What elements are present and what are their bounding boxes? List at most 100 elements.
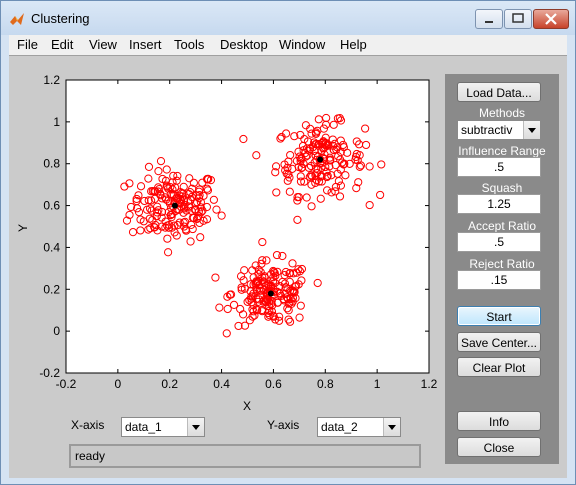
data-point: [253, 306, 262, 315]
close-button[interactable]: Close: [457, 437, 541, 457]
data-point: [354, 140, 364, 149]
data-point: [294, 193, 303, 202]
data-point: [189, 178, 198, 187]
data-point: [145, 204, 155, 213]
accept-ratio-field[interactable]: .5: [457, 232, 541, 252]
data-point: [351, 155, 360, 164]
x-axis-select-label: X-axis: [71, 418, 105, 432]
data-point: [288, 259, 297, 268]
reject-ratio-field[interactable]: .15: [457, 270, 541, 290]
close-window-button[interactable]: [533, 9, 569, 29]
menu-help[interactable]: Help: [340, 37, 367, 52]
data-point: [269, 273, 278, 282]
y-tick-label: 1: [53, 115, 60, 129]
start-button[interactable]: Start: [457, 306, 541, 326]
data-point: [144, 174, 153, 183]
y-tick-label: -0.2: [39, 366, 60, 380]
reject-ratio-label: Reject Ratio: [469, 257, 535, 271]
data-point: [283, 176, 292, 185]
data-point: [331, 187, 340, 196]
data-point: [295, 313, 304, 322]
data-point: [327, 188, 336, 197]
x-tick-label: 0.4: [213, 377, 230, 391]
matlab-logo-icon: [10, 13, 24, 25]
data-point: [128, 228, 138, 237]
data-point: [125, 210, 134, 220]
x-tick-label: -0.2: [56, 377, 77, 391]
data-point: [284, 306, 293, 315]
data-point: [203, 184, 212, 193]
title-bar[interactable]: Clustering: [1, 1, 575, 35]
data-point: [335, 192, 345, 201]
data-point: [272, 162, 281, 171]
data-point: [186, 237, 195, 246]
data-point: [203, 186, 213, 195]
data-point: [336, 165, 345, 174]
data-point: [177, 189, 186, 198]
data-point: [320, 143, 330, 152]
chevron-down-icon: [187, 418, 204, 436]
data-point: [296, 301, 305, 310]
menu-window[interactable]: Window: [279, 37, 326, 52]
data-point: [198, 206, 207, 215]
data-point: [164, 223, 173, 232]
data-point: [317, 163, 326, 173]
menu-edit[interactable]: Edit: [51, 37, 74, 52]
influence-range-field[interactable]: .5: [457, 157, 541, 177]
x-axis-dropdown[interactable]: data_1: [121, 417, 205, 437]
y-tick-label: 0: [53, 324, 60, 338]
data-point: [312, 175, 321, 185]
data-point: [285, 277, 294, 286]
maximize-button[interactable]: [504, 9, 532, 29]
data-point: [303, 137, 313, 146]
data-point: [272, 250, 282, 260]
y-axis-dropdown-value: data_2: [321, 420, 358, 434]
data-point: [237, 283, 246, 292]
data-point: [290, 132, 299, 141]
data-point: [154, 183, 163, 192]
minimize-button[interactable]: [475, 9, 503, 29]
data-point: [245, 316, 254, 325]
y-axis-label: Y: [16, 224, 30, 232]
x-tick-label: 1.2: [421, 377, 438, 391]
data-point: [234, 321, 243, 331]
data-point: [355, 151, 364, 160]
cluster-center-marker: [171, 202, 178, 209]
squash-field[interactable]: 1.25: [457, 194, 541, 214]
data-point: [285, 317, 295, 326]
plot-area: -0.2 0 0.2 0.4 0.6 0.8 1 1.2 -0.2 0 0.2 0.4 0.6 0.8 1…: [16, 73, 438, 413]
data-point: [267, 299, 276, 308]
data-point: [229, 300, 239, 310]
menu-view[interactable]: View: [89, 37, 117, 52]
data-point: [301, 121, 311, 130]
data-point: [277, 132, 286, 142]
y-axis-dropdown[interactable]: data_2: [317, 417, 401, 437]
methods-label: Methods: [478, 106, 526, 120]
data-point: [209, 195, 218, 204]
data-point: [223, 292, 232, 301]
menu-desktop[interactable]: Desktop: [220, 37, 268, 52]
data-point: [296, 130, 305, 140]
y-tick-label: 0.8: [43, 157, 60, 171]
save-center-button[interactable]: Save Center...: [457, 332, 541, 352]
data-point: [365, 200, 374, 210]
data-point: [275, 312, 284, 321]
load-data-button[interactable]: Load Data...: [457, 82, 541, 102]
data-point: [249, 307, 258, 316]
data-point: [352, 137, 361, 146]
data-point: [239, 134, 248, 144]
menu-file[interactable]: File: [17, 37, 38, 52]
data-point: [222, 329, 231, 338]
data-point: [307, 180, 316, 189]
data-point: [292, 282, 301, 291]
data-point: [193, 198, 202, 207]
y-tick-label: 0.4: [43, 240, 60, 254]
data-point: [120, 182, 129, 191]
info-button[interactable]: Info: [457, 411, 541, 431]
clear-plot-button[interactable]: Clear Plot: [457, 357, 541, 377]
method-dropdown[interactable]: subtractiv: [457, 120, 541, 140]
menu-tools[interactable]: Tools: [174, 37, 205, 52]
data-point: [322, 172, 332, 182]
data-point: [258, 276, 267, 285]
menu-insert[interactable]: Insert: [129, 37, 162, 52]
